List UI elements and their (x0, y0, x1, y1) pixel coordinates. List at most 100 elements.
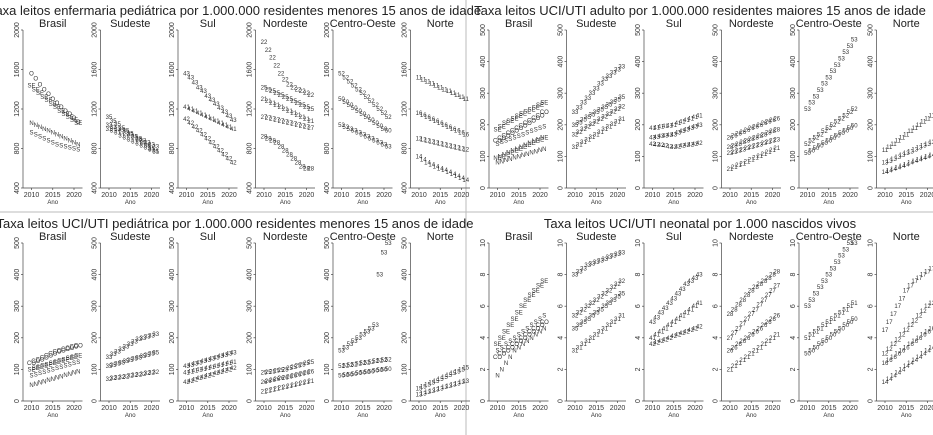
data-point-26: 26 (752, 124, 759, 130)
data-point-25: 25 (278, 93, 285, 99)
data-point-14: 14 (416, 154, 423, 160)
data-point-50: 50 (825, 336, 832, 342)
data-point-SE: SE (510, 116, 518, 122)
y-tick-label: 400 (247, 269, 254, 281)
data-point-41: 41 (679, 120, 686, 126)
data-point-42: 42 (183, 380, 190, 386)
data-point-13: 13 (424, 390, 431, 396)
data-point-SE: SE (527, 293, 535, 299)
y-tick-label: 100 (14, 363, 21, 375)
data-point-21: 21 (731, 364, 738, 370)
data-point-50: 50 (347, 372, 354, 378)
x-axis-label: Ano (746, 413, 757, 419)
data-point-11: 11 (890, 142, 897, 148)
data-point-26: 26 (727, 348, 734, 354)
data-point-32: 32 (580, 127, 587, 133)
data-point-27: 27 (727, 336, 734, 342)
data-point-CO: CO (57, 348, 66, 354)
data-point-53: 53 (355, 131, 362, 137)
data-point-41: 41 (187, 107, 194, 113)
x-tick-label: 2010 (179, 405, 195, 412)
x-tick-label: 2015 (122, 192, 138, 199)
data-point-53: 53 (838, 254, 845, 260)
data-point-31: 31 (580, 140, 587, 146)
data-point-22: 22 (261, 40, 268, 46)
data-point-21: 21 (756, 345, 763, 351)
y-tick-label: 0 (14, 399, 21, 403)
data-point-35: 35 (601, 105, 608, 111)
data-point-21: 21 (282, 385, 289, 391)
data-point-42: 42 (187, 379, 194, 385)
data-point-22: 22 (278, 71, 285, 77)
data-point-26: 26 (748, 126, 755, 132)
data-point-S: S (34, 133, 38, 139)
data-point-26: 26 (765, 320, 772, 326)
data-point-35: 35 (580, 118, 587, 124)
x-axis-label: Ano (901, 200, 912, 206)
data-point-42: 42 (217, 148, 224, 154)
data-point-35: 35 (593, 110, 600, 116)
data-point-N: N (59, 374, 63, 380)
data-point-35: 35 (127, 358, 134, 364)
y-tick-label: 100 (635, 150, 642, 162)
y-tick-label: 400 (558, 56, 565, 68)
data-point-11: 11 (433, 83, 440, 89)
data-point-12: 12 (920, 309, 927, 315)
data-point-41: 41 (230, 127, 237, 133)
data-point-28: 28 (769, 129, 776, 135)
y-tick-label: 100 (480, 150, 487, 162)
data-point-53: 53 (830, 69, 837, 75)
data-point-31: 31 (576, 142, 583, 148)
data-point-S: S (504, 342, 508, 348)
data-point-28: 28 (261, 135, 268, 141)
data-point-SE: SE (510, 317, 518, 323)
data-point-28: 28 (773, 269, 780, 275)
data-point-33: 33 (140, 336, 147, 342)
data-point-CO: CO (523, 121, 532, 127)
data-point-50: 50 (376, 124, 383, 130)
data-point-53: 53 (347, 342, 354, 348)
data-point-42: 42 (687, 328, 694, 334)
data-point-35: 35 (131, 135, 138, 141)
data-point-31: 31 (148, 147, 155, 153)
data-point-21: 21 (748, 158, 755, 164)
data-point-SE: SE (27, 83, 35, 89)
data-point-N: N (42, 127, 46, 133)
x-tick-label: 2020 (376, 192, 392, 199)
data-point-35: 35 (618, 95, 625, 101)
data-point-21: 21 (769, 336, 776, 342)
x-tick-label: 2015 (898, 192, 914, 199)
x-tick-label: 2010 (645, 192, 661, 199)
y-tick-label: 300 (402, 300, 409, 312)
data-point-42: 42 (662, 337, 669, 343)
data-point-SE: SE (66, 115, 74, 121)
data-point-SE: SE (540, 279, 548, 285)
data-point-13: 13 (433, 388, 440, 394)
data-point-16: 16 (433, 119, 440, 125)
data-point-23: 23 (744, 146, 751, 152)
data-point-35: 35 (597, 108, 604, 114)
y-tick-label: 2 (480, 367, 487, 371)
data-point-33: 33 (601, 77, 608, 83)
data-point-N: N (29, 121, 33, 127)
data-point-N: N (521, 153, 525, 159)
data-point-16: 16 (441, 123, 448, 129)
data-point-S: S (534, 128, 538, 134)
y-tick-label: 500 (868, 24, 875, 36)
data-point-50: 50 (813, 146, 820, 152)
data-point-33: 33 (593, 86, 600, 92)
data-point-43: 43 (221, 353, 228, 359)
x-tick-label: 2015 (432, 192, 448, 199)
data-point-35: 35 (152, 350, 159, 356)
data-point-32: 32 (123, 374, 130, 380)
y-tick-label: 200 (635, 119, 642, 131)
data-point-28: 28 (744, 293, 751, 299)
data-point-13: 13 (441, 385, 448, 391)
y-tick-label: 200 (324, 332, 331, 344)
data-point-31: 31 (127, 138, 134, 144)
data-point-14: 14 (882, 170, 889, 176)
data-point-22: 22 (307, 93, 314, 99)
data-point-CO: CO (27, 361, 36, 367)
